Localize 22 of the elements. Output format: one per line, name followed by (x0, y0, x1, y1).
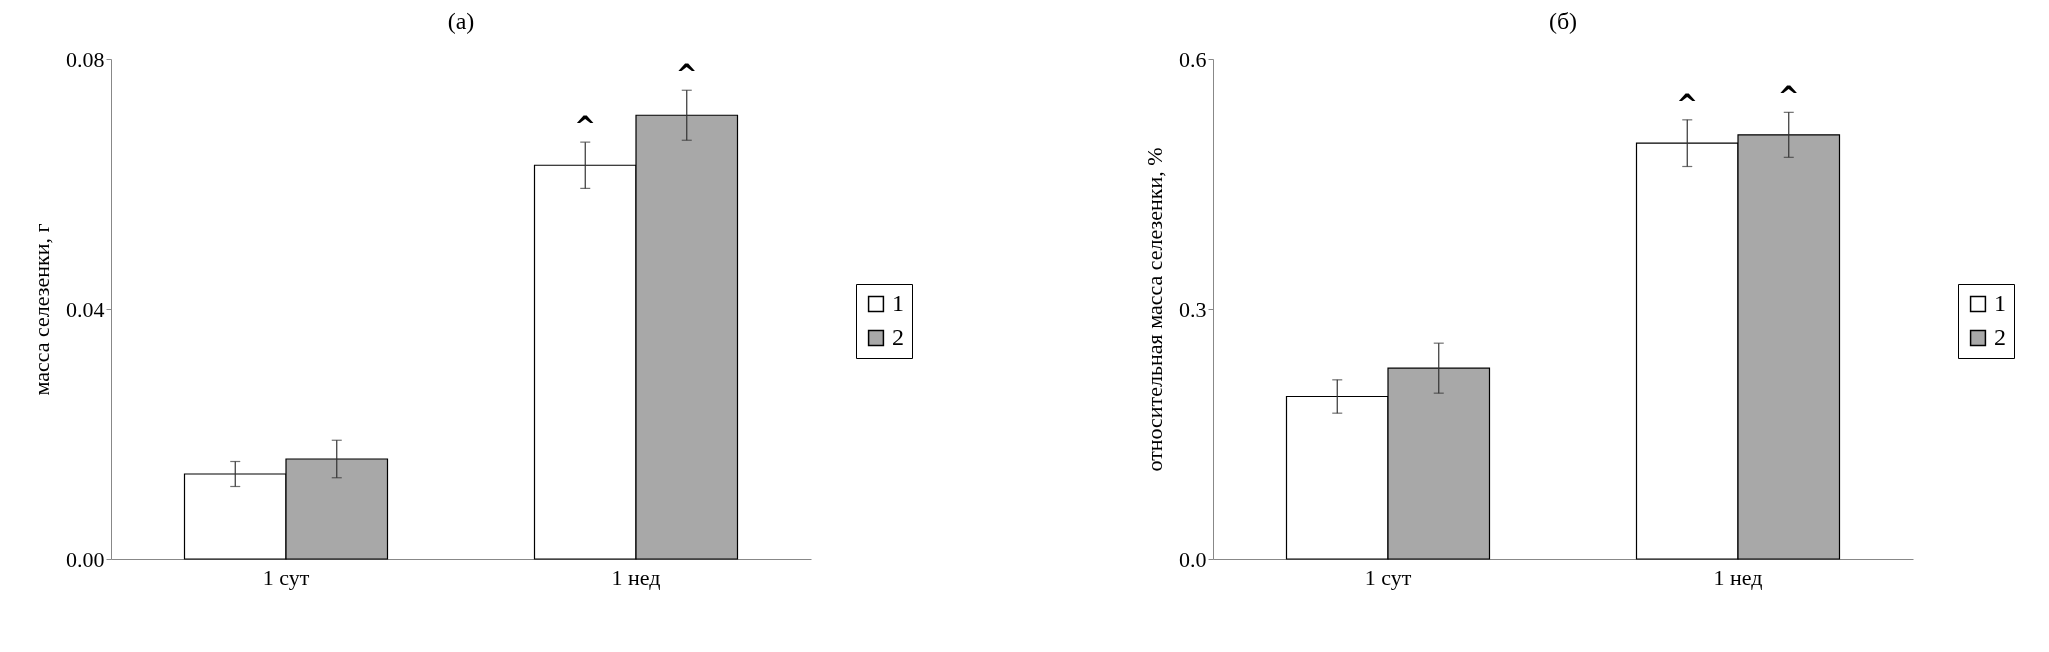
annotation: ^ (574, 111, 597, 142)
legend-label: 2 (1994, 324, 2006, 350)
chart-title: (б) (1548, 8, 1578, 34)
x-tick-label: 1 нед (611, 564, 661, 590)
y-tick-label: 0.00 (66, 546, 105, 572)
chart-title: (a) (447, 8, 475, 34)
legend-label: 2 (892, 324, 904, 350)
y-tick-label: 0.6 (1179, 46, 1207, 72)
y-tick-label: 0.08 (66, 46, 105, 72)
x-tick-label: 1 сут (262, 564, 310, 590)
y-tick-label: 0.0 (1179, 546, 1207, 572)
y-tick-label: 0.3 (1179, 296, 1207, 322)
y-tick-label: 0.04 (66, 296, 105, 322)
x-tick-label: 1 сут (1364, 564, 1412, 590)
y-axis-title: масса селезенки, г (29, 223, 54, 396)
legend-label: 1 (892, 290, 904, 316)
legend-label: 1 (1994, 290, 2006, 316)
annotation: ^ (1676, 88, 1699, 119)
y-axis-title: относительная масса селезенки, % (1142, 147, 1167, 472)
x-tick-label: 1 нед (1713, 564, 1763, 590)
annotation: ^ (675, 59, 698, 90)
annotation: ^ (1777, 81, 1800, 112)
